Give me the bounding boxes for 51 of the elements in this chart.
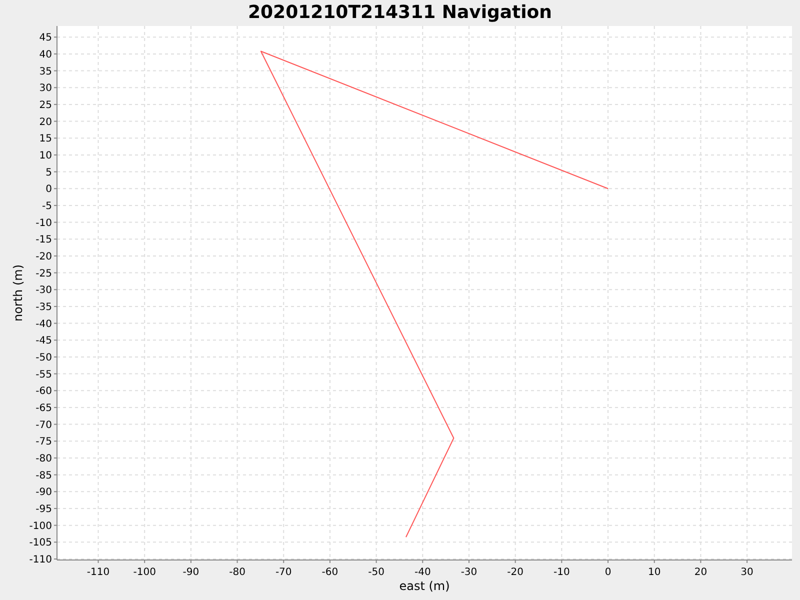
y-tick-label: 15 — [39, 134, 52, 145]
y-tick-label: -90 — [36, 487, 52, 498]
y-tick-label: -45 — [36, 336, 52, 347]
y-tick-label: -50 — [36, 352, 52, 364]
y-tick-label: -70 — [36, 420, 52, 431]
y-tick-label: 5 — [46, 167, 52, 178]
y-tick-label: -95 — [36, 504, 52, 515]
y-tick-label: -75 — [36, 436, 52, 448]
y-tick-label: -15 — [36, 234, 52, 246]
y-tick-label: 10 — [39, 150, 52, 162]
y-tick-label: -100 — [29, 520, 52, 532]
y-tick-label: 40 — [39, 49, 52, 60]
y-tick-label: 45 — [39, 32, 52, 44]
x-tick-label: -80 — [229, 567, 246, 578]
x-tick-label: 0 — [604, 567, 612, 578]
x-tick-label: -110 — [86, 567, 110, 578]
x-axis-title: east (m) — [399, 579, 450, 593]
y-tick-label: -35 — [36, 302, 52, 313]
y-tick-label: 30 — [39, 83, 52, 94]
x-tick-label: -100 — [133, 567, 156, 578]
y-tick-label: 20 — [39, 116, 52, 128]
y-tick-label: -60 — [36, 386, 52, 398]
y-tick-label: 35 — [39, 66, 52, 78]
y-tick-label: 25 — [39, 100, 52, 111]
y-tick-label: 0 — [46, 184, 52, 196]
x-tick-label: -70 — [275, 567, 292, 578]
y-tick-label: -105 — [29, 538, 52, 549]
y-tick-label: -80 — [36, 453, 52, 464]
x-tick-label: -60 — [322, 567, 338, 578]
y-tick-label: -30 — [36, 285, 52, 296]
x-tick-label: -40 — [414, 567, 431, 578]
x-tick-label: 20 — [694, 567, 708, 578]
x-tick-label: 10 — [648, 567, 661, 578]
y-tick-label: -85 — [36, 470, 52, 482]
x-tick-label: -10 — [554, 567, 570, 578]
y-axis-title: north (m) — [11, 264, 25, 322]
x-tick-label: -30 — [460, 567, 478, 578]
y-tick-label: -25 — [36, 268, 52, 280]
y-tick-label: -65 — [36, 402, 52, 414]
chart-title: 20201210T214311 Navigation — [248, 2, 552, 23]
x-tick-label: -50 — [368, 567, 384, 578]
x-tick-label: 30 — [740, 567, 754, 578]
x-tick-label: -90 — [182, 567, 200, 578]
y-tick-label: -55 — [36, 369, 52, 380]
x-tick-label: -20 — [507, 567, 524, 578]
y-tick-label: -5 — [42, 200, 52, 212]
y-tick-label: -40 — [36, 318, 52, 330]
y-tick-label: -20 — [36, 251, 52, 262]
y-tick-label: -10 — [36, 218, 52, 229]
y-tick-label: -110 — [29, 554, 52, 566]
line-series — [260, 50, 609, 538]
